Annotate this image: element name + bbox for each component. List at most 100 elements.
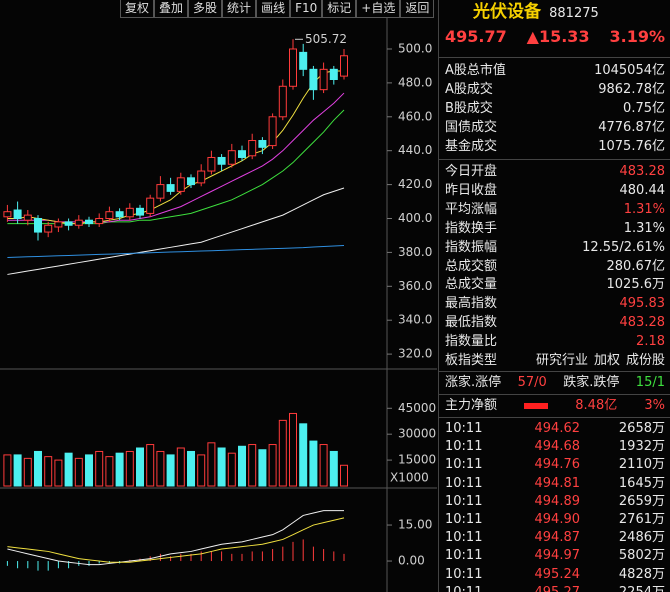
change: ▲15.33	[526, 27, 590, 46]
ma-line	[7, 70, 344, 225]
trade-price: 495.27	[520, 584, 581, 592]
trade-time: 10:11	[445, 566, 483, 582]
stat-label: 指数量比	[445, 334, 498, 350]
sector-item[interactable]: 研究行业	[535, 353, 588, 368]
up-value: 57/0	[517, 375, 547, 390]
stat-value: 1.31%	[623, 201, 665, 217]
stock-name: 光伏设备	[473, 2, 541, 22]
volume-bar	[217, 447, 226, 487]
stat-label: 最高指数	[445, 296, 498, 312]
volume-bar	[319, 444, 328, 487]
volume-bar	[268, 444, 277, 487]
trade-row: 10:11 494.97 5802万	[445, 547, 665, 565]
candle-body	[340, 55, 348, 77]
candle-body	[74, 219, 83, 226]
stat-row: 平均涨幅 1.31%	[445, 201, 665, 219]
stat-value: 9862.78亿	[598, 82, 665, 97]
toolbar-button[interactable]: 多股	[188, 0, 223, 18]
candle-body	[115, 211, 124, 218]
trade-row: 10:11 494.81 1645万	[445, 475, 665, 493]
stat-label: A股总市值	[445, 63, 506, 78]
stat-label: 总成交额	[445, 258, 498, 274]
stat-value: 483.28	[619, 164, 666, 179]
trade-time: 10:11	[445, 493, 483, 509]
candle-body	[54, 221, 63, 228]
trade-row: 10:11 494.87 2486万	[445, 529, 665, 547]
toolbar-button[interactable]: 画线	[256, 0, 291, 18]
price-row: 495.77 ▲15.33 3.19%	[445, 27, 665, 49]
stat-value: 480.44	[619, 182, 666, 198]
y-tick-label: 320.0	[398, 347, 432, 361]
volume-bar	[64, 452, 73, 487]
candle-body	[85, 219, 93, 225]
quote-panel: 光伏设备 881275 495.77 ▲15.33 3.19% A股总市值 104…	[438, 0, 670, 592]
candle-body	[309, 68, 318, 91]
kline-chart: 500.0 480.0 460.0 440.0 420.0 400.0 380.0 360.0…	[0, 18, 437, 592]
stat-row: 指数换手 1.31%	[445, 220, 665, 238]
candle-body	[105, 211, 114, 219]
stat-row: A股成交 9862.78亿	[445, 81, 665, 99]
pct: 3.19%	[609, 27, 665, 46]
volume-bar	[74, 457, 83, 487]
trade-price: 494.90	[534, 512, 581, 527]
candle-body	[329, 68, 338, 80]
trade-row: 10:11 494.76 2110万	[445, 456, 665, 474]
candle-body	[13, 209, 22, 219]
stat-row: 指数振幅 12.55/2.61%	[445, 239, 665, 257]
stat-value: 1025.6万	[606, 277, 666, 293]
sector-item[interactable]: 加权	[593, 353, 620, 368]
volume-bar	[278, 419, 287, 487]
trade-volume: 2761万	[618, 512, 665, 527]
trade-volume: 1645万	[618, 475, 665, 491]
trade-price: 494.62	[534, 421, 581, 436]
stat-label: 昨日收盘	[445, 182, 498, 198]
candle-body	[289, 48, 297, 87]
flow-value: 8.48亿	[575, 398, 618, 413]
separator	[439, 417, 670, 418]
down-label: 跌家.跌停	[563, 375, 620, 390]
trade-volume: 1932万	[618, 439, 665, 455]
candle-body	[95, 217, 104, 225]
volume-bar	[44, 456, 53, 487]
unit-label: X1000	[390, 471, 429, 485]
toolbar-button[interactable]: 统计	[222, 0, 257, 18]
stat-label: 指数振幅	[445, 239, 498, 255]
stat-label: 总成交量	[445, 277, 498, 293]
stat-value: 0.75亿	[623, 101, 665, 116]
y-tick-label: 360.0	[398, 279, 432, 293]
candle-body	[248, 140, 257, 157]
volume-bar	[299, 423, 308, 487]
trade-price: 494.68	[534, 439, 581, 455]
volume-bar	[34, 450, 42, 487]
flow-pct: 3%	[644, 398, 665, 413]
breadth-row: 涨家.涨停 57/0 跌家.跌停 15/1	[445, 374, 665, 392]
toolbar-button[interactable]: 返回	[400, 0, 435, 18]
volume-bar	[289, 412, 297, 487]
volume-bar	[238, 445, 246, 487]
stat-label: 最低指数	[445, 315, 498, 331]
price: 495.77	[445, 27, 507, 46]
trade-price: 495.24	[534, 566, 581, 582]
sector-item[interactable]: 成份股	[625, 353, 665, 368]
trade-time: 10:11	[445, 584, 505, 592]
candle-body	[176, 177, 185, 192]
toolbar-button[interactable]: F10	[290, 0, 323, 18]
stat-value: 1075.76亿	[598, 139, 665, 154]
toolbar-button[interactable]: 复权	[120, 0, 155, 18]
volume-bar	[258, 449, 267, 487]
sector-items: 研究行业 加权 成份股	[530, 352, 665, 370]
volume-bar	[125, 450, 134, 487]
toolbar-button[interactable]: +自选	[356, 0, 401, 18]
candle-body	[319, 68, 328, 91]
y-tick-label: 420.0	[398, 177, 432, 191]
stat-label: A股成交	[445, 82, 493, 97]
stat-value: 1.31%	[623, 220, 665, 236]
y-tick-label: 340.0	[398, 313, 432, 327]
stat-row: 基金成交 1075.76亿	[445, 138, 665, 156]
y-tick-label: 460.0	[398, 109, 432, 123]
volume-bar	[227, 452, 236, 487]
toolbar-button[interactable]: 标记	[322, 0, 357, 18]
stat-value: 2.18	[636, 334, 665, 350]
toolbar-button[interactable]: 叠加	[154, 0, 189, 18]
